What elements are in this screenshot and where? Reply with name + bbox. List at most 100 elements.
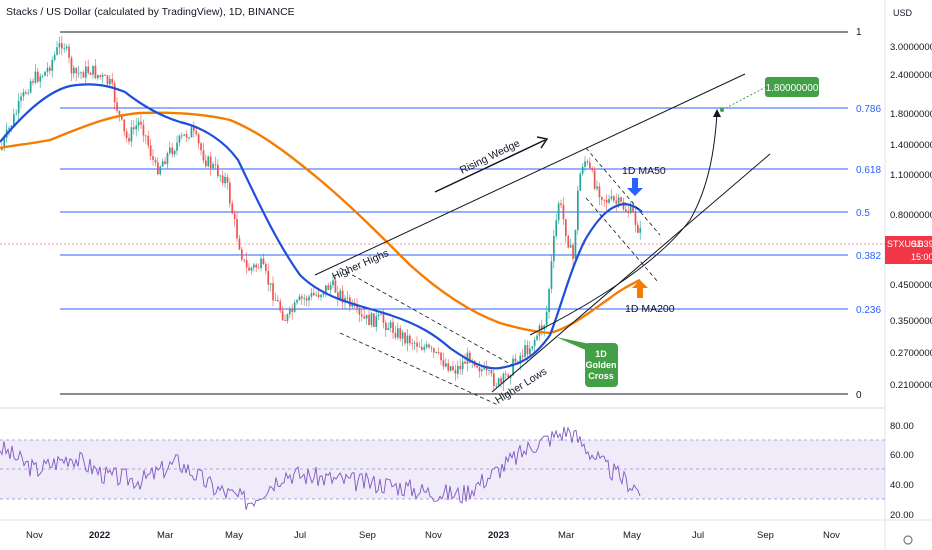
candle-body — [262, 258, 265, 265]
currency-label: USD — [893, 8, 913, 18]
higher-highs-label: Higher Highs — [330, 247, 390, 283]
ma200-label: 1D MA200 — [625, 303, 675, 315]
candle-body — [605, 200, 608, 203]
price-tick: 0.27000000 — [890, 348, 932, 359]
candle-body — [536, 335, 538, 340]
candle-body — [269, 283, 272, 285]
candle-body — [34, 71, 37, 83]
price-tick: 0.45000000 — [890, 280, 932, 291]
wedge-arrow-head — [536, 136, 549, 149]
candle-body — [639, 227, 642, 233]
candle-body — [3, 137, 6, 148]
chart-title: Stacks / US Dollar (calculated by Tradin… — [6, 6, 295, 18]
fib-label-05: 0.5 — [856, 208, 870, 219]
candle-body — [32, 81, 34, 83]
candle-body — [111, 78, 114, 84]
time-tick: Sep — [757, 530, 774, 541]
candle-body — [493, 373, 495, 386]
candle-body — [298, 296, 301, 301]
candle-body — [389, 322, 392, 328]
candle-body — [255, 264, 258, 268]
candle-body — [320, 294, 322, 298]
candle-body — [15, 113, 18, 115]
candle-body — [629, 206, 632, 213]
candle-body — [238, 238, 241, 250]
candle-body — [428, 344, 430, 348]
settings-icon[interactable] — [903, 535, 913, 545]
target-callout: 1.80000000 — [765, 77, 819, 97]
candle-body — [49, 67, 51, 71]
candle-body — [17, 100, 20, 114]
candle-body — [169, 147, 171, 153]
candle-body — [137, 121, 140, 126]
candle-body — [550, 261, 553, 289]
candle-body — [464, 361, 466, 364]
candle-body — [80, 72, 82, 74]
candle-body — [593, 170, 596, 189]
candle-body — [152, 156, 154, 160]
candle-body — [370, 313, 373, 326]
candle-body — [625, 209, 627, 212]
time-tick: May — [623, 530, 641, 541]
candle-body — [85, 66, 87, 78]
candle-body — [524, 345, 526, 357]
price-tick: 3.00000000 — [890, 42, 932, 53]
fib-label-0: 0 — [856, 390, 862, 401]
candle-body — [253, 264, 255, 268]
time-tick: Nov — [823, 530, 840, 541]
candle-body — [207, 156, 210, 167]
candle-body — [454, 370, 457, 374]
candle-body — [476, 365, 478, 368]
candle-body — [121, 114, 123, 120]
candle-body — [130, 127, 133, 142]
candle-body — [565, 219, 567, 237]
candle-body — [440, 352, 442, 361]
price-tick: 0.80000000 — [890, 210, 932, 221]
time-tick: 2023 — [488, 530, 509, 541]
candle-body — [200, 143, 202, 151]
candle-body — [245, 260, 248, 268]
golden-cross-line2: Golden — [586, 360, 617, 370]
candle-body — [166, 152, 169, 165]
candle-body — [447, 363, 450, 371]
candle-body — [305, 298, 308, 301]
candle-body — [289, 308, 291, 315]
higher-lows-label: Higher Lows — [493, 365, 549, 406]
candle-body — [97, 75, 99, 79]
projection-curve — [529, 112, 718, 336]
candle-body — [193, 127, 195, 131]
candle-body — [569, 245, 572, 248]
candle-body — [293, 302, 296, 312]
time-tick: Jul — [294, 530, 306, 541]
candle-body — [140, 121, 142, 125]
candle-body — [586, 161, 589, 163]
candle-body — [577, 190, 579, 231]
candle-body — [181, 135, 183, 137]
candle-body — [231, 203, 234, 214]
candle-body — [548, 288, 550, 313]
candle-body — [500, 378, 502, 384]
candle-body — [104, 75, 106, 76]
candle-body — [39, 76, 42, 82]
candle-body — [202, 150, 205, 161]
candle-body — [337, 292, 339, 299]
candle-body — [37, 71, 39, 82]
candle-body — [118, 110, 121, 115]
fib-label-0786: 0.786 — [856, 104, 881, 115]
candle-body — [521, 355, 524, 357]
candle-body — [425, 344, 428, 348]
candle-body — [301, 296, 303, 299]
candle-body — [560, 203, 562, 205]
candle-body — [303, 298, 306, 300]
target-price-label: 1.80000000 — [766, 83, 819, 94]
candle-body — [589, 162, 591, 169]
candle-body — [157, 162, 159, 175]
candle-body — [356, 305, 358, 308]
candle-body — [596, 186, 598, 189]
time-tick: May — [225, 530, 243, 541]
candle-body — [358, 307, 361, 315]
golden-cross-line1: 1D — [595, 349, 607, 359]
candle-body — [375, 316, 378, 327]
time-tick: 2022 — [89, 530, 110, 541]
